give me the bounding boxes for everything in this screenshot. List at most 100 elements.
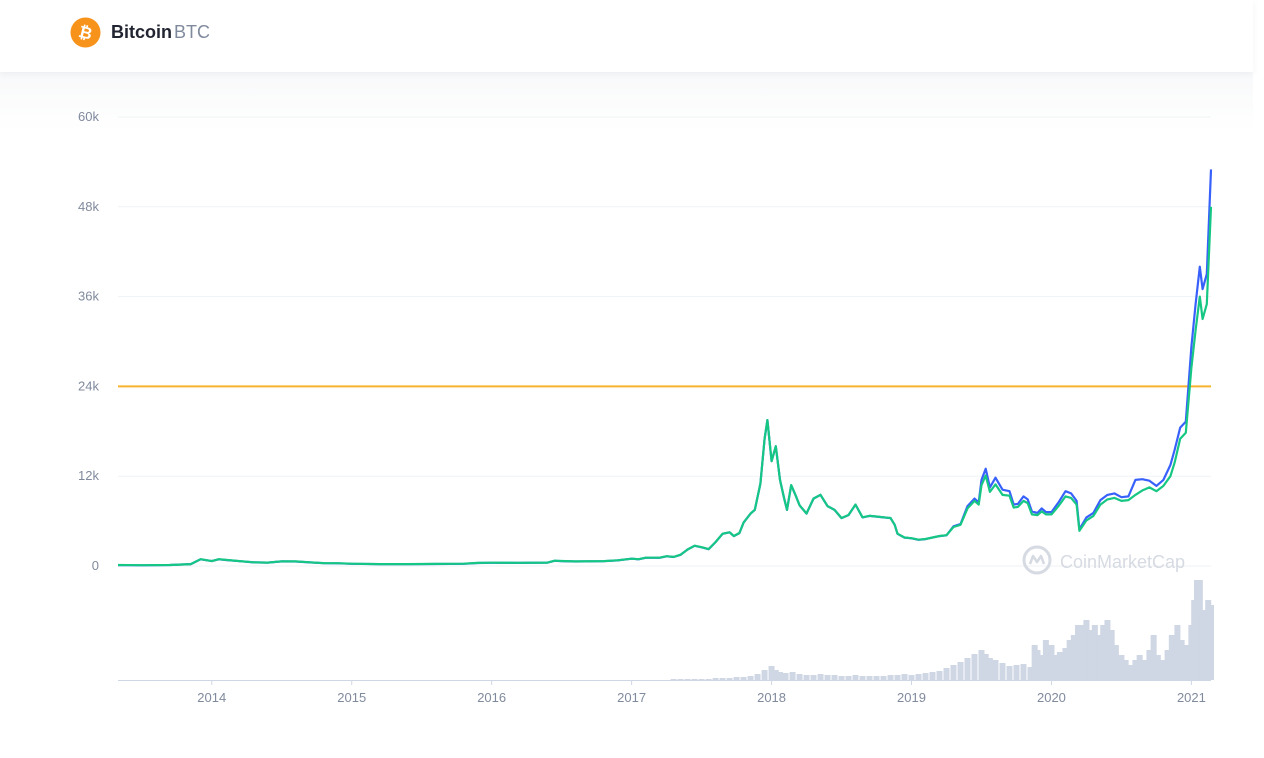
volume-bar <box>1042 640 1049 680</box>
volume-bar <box>1070 635 1077 680</box>
volume-bar <box>880 676 887 680</box>
svg-text:₿: ₿ <box>77 23 94 44</box>
volume-bar <box>726 678 733 680</box>
volume-bar <box>1122 660 1129 680</box>
axes: 0 12k 24k 36k 48k 60k 2014 2015 2016 2017 2018 2019… <box>78 109 1211 705</box>
volume-bar <box>691 679 698 680</box>
volume-bar <box>754 674 761 680</box>
series-line <box>117 206 1213 567</box>
volume-bar <box>1052 655 1059 680</box>
volume-bar <box>1208 605 1214 680</box>
volume-bar <box>1118 655 1125 680</box>
volume-bar <box>803 675 810 680</box>
watermark-text: CoinMarketCap <box>1060 552 1185 572</box>
y-tick-label: 48k <box>78 199 99 214</box>
volume-bar <box>978 650 985 680</box>
volume-bar <box>936 671 943 680</box>
price-chart[interactable]: CoinMarketCap 0 12k 24k 36k 48k 60k 2014 2015 20… <box>0 72 1253 758</box>
coin-header: ₿ Bitcoin BTC <box>0 0 1253 72</box>
volume-bar <box>1083 620 1090 680</box>
volume-bar <box>1182 645 1189 680</box>
volume-bar <box>740 677 747 680</box>
volume-bar <box>684 679 691 680</box>
volume-bar <box>1048 645 1055 680</box>
coinmarketcap-logo-icon <box>1022 545 1052 575</box>
x-tick-label: 2019 <box>897 690 926 705</box>
volume-bar <box>915 674 922 680</box>
y-tick-label: 60k <box>78 109 99 124</box>
volume-bar <box>1154 655 1161 680</box>
volume-bar <box>1006 666 1013 680</box>
volume-bar <box>670 679 677 680</box>
volume-bar <box>866 676 873 680</box>
y-tick-label: 36k <box>78 289 99 304</box>
y-tick-label: 0 <box>92 558 99 573</box>
volume-bar <box>922 673 929 680</box>
coin-name: Bitcoin <box>111 22 172 42</box>
grid <box>118 116 1211 567</box>
x-tick-label: 2016 <box>477 690 506 705</box>
coinmarketcap-watermark: CoinMarketCap <box>1022 545 1185 575</box>
volume-bar <box>1034 650 1041 680</box>
volume-bar <box>1100 625 1107 680</box>
volume-bar <box>1126 665 1133 680</box>
volume-bar <box>852 675 859 680</box>
volume-bar <box>1056 652 1063 680</box>
volume-bar <box>677 679 684 680</box>
volume-bar <box>782 673 789 680</box>
volume-bar <box>1178 640 1185 680</box>
coin-symbol: BTC <box>174 22 210 42</box>
volume-bar <box>929 672 936 680</box>
volume-bar <box>1174 625 1181 680</box>
volume-bar <box>845 676 852 680</box>
x-tick-label: 2014 <box>197 690 226 705</box>
volume-bar <box>1013 665 1020 680</box>
volume-bar <box>894 675 901 680</box>
volume-bar <box>1020 664 1027 680</box>
series-line <box>117 169 1213 567</box>
volume-bar <box>712 678 719 680</box>
volume-bar <box>1075 625 1082 680</box>
volume-bar <box>887 675 894 680</box>
price-series <box>117 169 1213 567</box>
volume-bar <box>1108 630 1115 680</box>
volume-bar <box>859 676 866 680</box>
volume-bar <box>901 674 908 680</box>
x-tick-label: 2017 <box>617 690 646 705</box>
volume-bar <box>1104 620 1111 680</box>
volume-bar <box>950 665 957 680</box>
volume-bar <box>1096 635 1103 680</box>
volume-bar <box>1079 625 1086 680</box>
volume-bar <box>747 676 754 680</box>
volume-bar <box>698 679 705 680</box>
volume-bar <box>992 660 999 680</box>
volume-bar <box>838 676 845 680</box>
volume-bar <box>824 675 831 680</box>
volume-bar <box>1140 660 1147 680</box>
volume-bar <box>789 672 796 680</box>
x-tick-label: 2020 <box>1037 690 1066 705</box>
volume-bar <box>796 674 803 680</box>
chart-area: CoinMarketCap 0 12k 24k 36k 48k 60k 2014 2015 20… <box>0 72 1253 758</box>
volume-bar <box>1160 660 1167 680</box>
volume-bar <box>986 658 993 680</box>
volume-bar <box>943 668 950 680</box>
volume-bar <box>733 677 740 680</box>
y-tick-label: 12k <box>78 468 99 483</box>
bitcoin-icon: ₿ <box>70 17 101 48</box>
volume-bar <box>810 675 817 680</box>
volume-bar <box>1164 650 1171 680</box>
volume-bar <box>1062 648 1069 680</box>
volume-bar <box>772 670 779 680</box>
volume-bar <box>999 663 1006 680</box>
volume-bar <box>831 675 838 680</box>
volume-bars <box>670 580 1214 680</box>
volume-bar <box>873 676 880 680</box>
volume-bar <box>1027 667 1034 680</box>
volume-bar <box>1150 635 1157 680</box>
volume-bar <box>768 666 775 680</box>
x-tick-label: 2015 <box>337 690 366 705</box>
volume-bar <box>964 658 971 680</box>
volume-bar <box>1112 645 1119 680</box>
volume-bar <box>1132 660 1139 680</box>
